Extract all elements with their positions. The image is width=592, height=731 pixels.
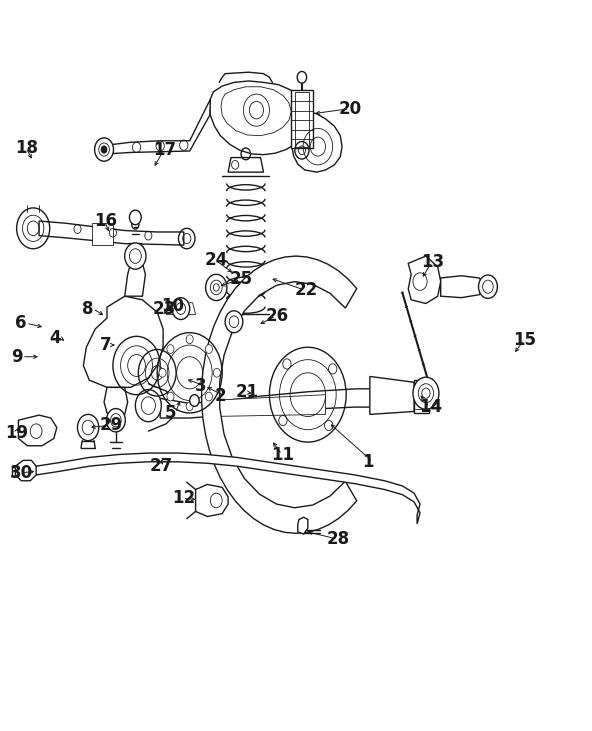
Polygon shape — [408, 256, 440, 303]
Polygon shape — [295, 92, 309, 147]
Circle shape — [136, 390, 162, 422]
Text: 24: 24 — [204, 251, 228, 269]
Text: 25: 25 — [230, 270, 253, 289]
Circle shape — [101, 146, 107, 154]
Text: 14: 14 — [419, 398, 442, 416]
Polygon shape — [15, 461, 36, 481]
Text: 17: 17 — [153, 141, 176, 159]
Text: 21: 21 — [236, 384, 259, 401]
Circle shape — [225, 311, 243, 333]
Circle shape — [205, 392, 213, 401]
Circle shape — [107, 409, 126, 432]
Text: 6: 6 — [15, 314, 27, 332]
Polygon shape — [210, 81, 308, 155]
Text: 28: 28 — [327, 530, 350, 548]
Circle shape — [205, 345, 213, 354]
Text: 20: 20 — [339, 99, 362, 118]
Polygon shape — [440, 276, 485, 298]
Polygon shape — [202, 256, 357, 534]
Circle shape — [478, 275, 497, 298]
Text: 15: 15 — [513, 331, 536, 349]
Circle shape — [125, 243, 146, 269]
Circle shape — [186, 402, 193, 411]
Text: 22: 22 — [295, 281, 318, 300]
Text: 16: 16 — [94, 212, 117, 230]
Circle shape — [213, 368, 220, 377]
Circle shape — [172, 298, 189, 319]
Polygon shape — [291, 90, 313, 148]
Text: 18: 18 — [15, 139, 38, 157]
Circle shape — [297, 72, 307, 83]
Polygon shape — [18, 415, 57, 446]
Polygon shape — [292, 112, 342, 173]
Circle shape — [167, 392, 174, 401]
Circle shape — [95, 138, 114, 162]
Polygon shape — [221, 87, 291, 136]
Polygon shape — [370, 376, 414, 414]
Circle shape — [167, 345, 174, 354]
Circle shape — [130, 210, 141, 224]
Text: 12: 12 — [172, 489, 195, 507]
Circle shape — [159, 368, 166, 377]
Text: 2: 2 — [214, 387, 226, 405]
Polygon shape — [12, 453, 420, 524]
Circle shape — [78, 414, 99, 441]
Polygon shape — [166, 303, 195, 314]
Text: 23: 23 — [153, 300, 176, 317]
Text: 26: 26 — [265, 307, 288, 325]
Text: 13: 13 — [422, 253, 445, 271]
Circle shape — [413, 377, 439, 409]
Polygon shape — [83, 296, 163, 387]
Text: 19: 19 — [5, 424, 28, 442]
Text: 10: 10 — [162, 297, 184, 314]
Polygon shape — [160, 386, 426, 418]
Text: 1: 1 — [362, 452, 374, 471]
Text: 7: 7 — [100, 336, 111, 354]
Polygon shape — [104, 387, 128, 419]
Circle shape — [205, 274, 227, 300]
Polygon shape — [195, 485, 228, 517]
Text: 8: 8 — [82, 300, 94, 317]
Text: 5: 5 — [165, 404, 176, 422]
Circle shape — [189, 395, 199, 406]
Polygon shape — [107, 99, 210, 154]
Text: 9: 9 — [11, 348, 23, 366]
Text: 4: 4 — [49, 329, 61, 346]
Text: 27: 27 — [150, 457, 173, 475]
Circle shape — [186, 335, 193, 344]
Polygon shape — [298, 518, 308, 534]
Text: 3: 3 — [194, 377, 206, 395]
Polygon shape — [92, 223, 113, 245]
Text: 30: 30 — [9, 463, 33, 482]
Polygon shape — [207, 395, 326, 417]
Polygon shape — [414, 380, 429, 413]
Polygon shape — [125, 260, 146, 296]
Text: 11: 11 — [271, 445, 294, 463]
Polygon shape — [39, 221, 184, 245]
Text: 29: 29 — [100, 417, 123, 434]
Polygon shape — [228, 158, 263, 173]
